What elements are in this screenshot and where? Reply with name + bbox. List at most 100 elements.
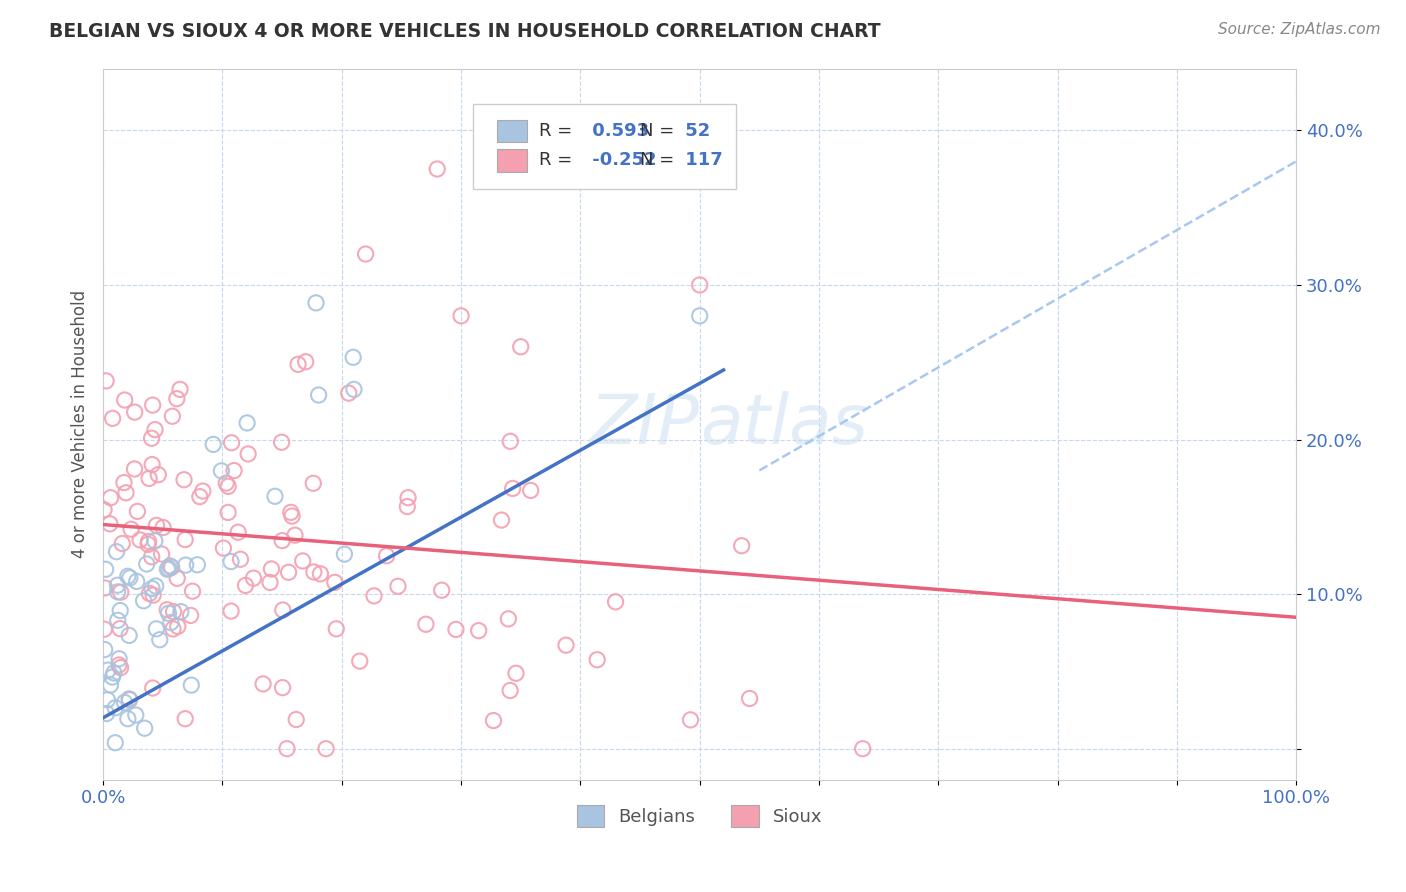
Point <box>156 562 179 576</box>
Point <box>450 309 472 323</box>
Text: 0.593: 0.593 <box>586 122 650 140</box>
Point <box>209 464 232 478</box>
Point <box>586 653 609 667</box>
Point <box>142 681 165 695</box>
Point <box>229 552 252 566</box>
Point <box>309 566 332 581</box>
Point <box>277 566 299 580</box>
Point <box>142 588 165 602</box>
Point <box>103 665 125 680</box>
Point <box>162 409 184 424</box>
Point <box>150 547 173 561</box>
Text: N =: N = <box>640 122 681 140</box>
Point <box>145 518 167 533</box>
Point <box>308 388 330 402</box>
Point <box>325 622 347 636</box>
Point <box>221 435 243 450</box>
Point <box>689 309 711 323</box>
FancyBboxPatch shape <box>472 104 735 189</box>
Point <box>145 622 167 636</box>
Point <box>93 642 115 657</box>
Point <box>142 398 165 412</box>
Point <box>94 581 117 595</box>
Point <box>217 479 239 493</box>
Point <box>93 622 115 636</box>
Point <box>679 713 702 727</box>
Point <box>219 555 242 569</box>
Point <box>226 525 249 540</box>
Point <box>114 392 136 407</box>
Point <box>337 386 360 401</box>
Point <box>217 505 239 519</box>
Point <box>689 277 711 292</box>
Point <box>430 583 453 598</box>
Point <box>107 578 129 592</box>
Point <box>135 557 157 571</box>
Point <box>117 712 139 726</box>
Point <box>491 513 513 527</box>
Point <box>284 528 307 542</box>
Point <box>143 423 166 437</box>
Point <box>115 485 138 500</box>
Point <box>120 522 142 536</box>
Point <box>141 582 163 596</box>
Point <box>415 617 437 632</box>
Point <box>519 483 541 498</box>
Point <box>118 571 141 585</box>
Point <box>191 484 214 499</box>
Point <box>180 608 202 623</box>
Point <box>354 247 377 261</box>
Point <box>97 663 120 677</box>
Point <box>738 691 761 706</box>
Point <box>152 520 174 534</box>
Point <box>731 539 754 553</box>
Point <box>107 585 129 599</box>
Text: -0.252: -0.252 <box>586 152 657 169</box>
Point <box>105 545 128 559</box>
Point <box>215 476 238 491</box>
Point <box>157 607 180 621</box>
Point <box>96 693 118 707</box>
Point <box>118 692 141 706</box>
Point <box>160 615 183 630</box>
Text: ZIP: ZIP <box>589 391 700 458</box>
Point <box>101 411 124 425</box>
Point <box>93 502 115 516</box>
Point <box>138 534 160 549</box>
Point <box>242 571 264 585</box>
Point <box>166 619 188 633</box>
Point <box>505 666 527 681</box>
Text: N =: N = <box>640 152 681 169</box>
Point <box>271 603 294 617</box>
Point <box>141 549 163 564</box>
Point <box>138 586 160 600</box>
Point <box>235 578 257 592</box>
Point <box>236 416 259 430</box>
Point <box>509 340 531 354</box>
Point <box>174 558 197 573</box>
Point <box>181 584 204 599</box>
Point <box>112 475 135 490</box>
Point <box>104 736 127 750</box>
Text: 117: 117 <box>679 152 723 169</box>
Point <box>186 558 208 572</box>
Point <box>98 516 121 531</box>
Point <box>107 613 129 627</box>
Point <box>166 392 188 406</box>
Point <box>259 575 281 590</box>
Point <box>134 721 156 735</box>
Point <box>281 509 304 524</box>
Point <box>173 473 195 487</box>
Point <box>270 435 292 450</box>
Point <box>396 491 419 505</box>
Point <box>180 678 202 692</box>
Point <box>236 447 259 461</box>
Point <box>114 695 136 709</box>
Point <box>252 677 274 691</box>
Point <box>117 569 139 583</box>
Point <box>271 681 294 695</box>
Y-axis label: 4 or more Vehicles in Household: 4 or more Vehicles in Household <box>72 290 89 558</box>
Point <box>101 670 124 684</box>
Point <box>138 471 160 485</box>
Point <box>276 741 298 756</box>
